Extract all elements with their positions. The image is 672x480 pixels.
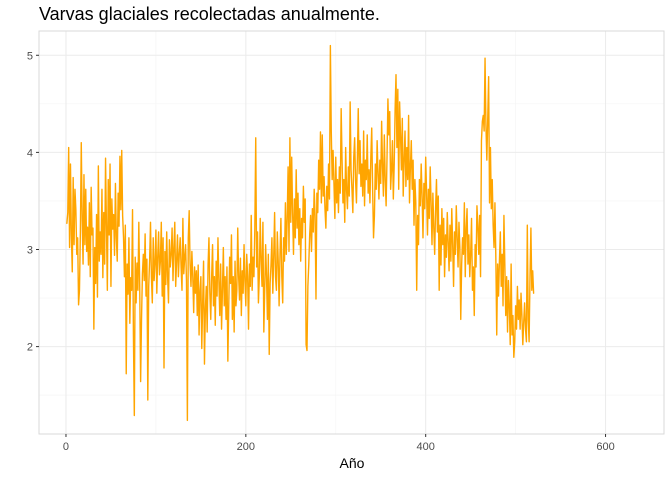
series-group (66, 44, 535, 422)
y-tick-label: 2 (27, 342, 33, 354)
chart-title: Varvas glaciales recolectadas anualmente… (39, 4, 380, 24)
y-axis-ticks: 2 3 4 5 (27, 50, 39, 354)
y-tick-label: 3 (27, 244, 33, 256)
y-tick-label: 5 (27, 50, 33, 62)
plot-panel-border (38, 30, 665, 435)
x-tick-label: 400 (417, 441, 435, 453)
x-axis-ticks: 0 200 400 600 (63, 434, 615, 453)
x-tick-label: 200 (237, 441, 255, 453)
x-tick-label: 0 (63, 441, 69, 453)
x-tick-label: 600 (596, 441, 614, 453)
series-line (66, 44, 535, 422)
x-axis-title: Año (340, 455, 365, 471)
y-tick-label: 4 (27, 147, 33, 159)
